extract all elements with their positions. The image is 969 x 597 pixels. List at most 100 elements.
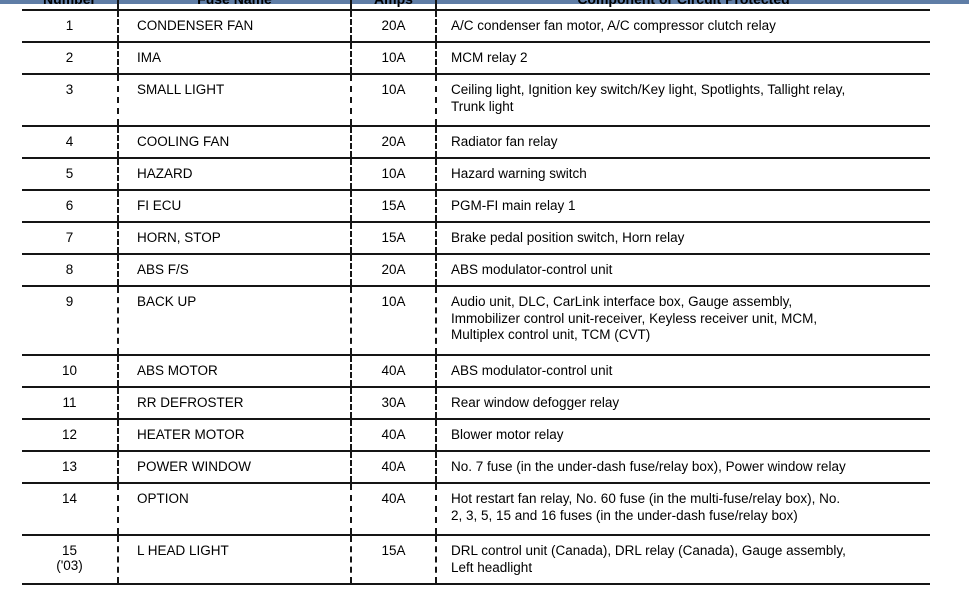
column-header-component: Component or Circuit Protected xyxy=(436,0,930,10)
cell-amps: 20A xyxy=(351,126,437,158)
cell-component-protected: Ceiling light, Ignition key switch/Key l… xyxy=(436,74,930,126)
cell-component-protected: Hazard warning switch xyxy=(436,158,930,190)
table-row: 10 ABS MOTOR 40A ABS modulator-control unit xyxy=(22,355,930,387)
cell-fuse-number: 4 xyxy=(22,126,119,158)
cell-fuse-name: ABS MOTOR xyxy=(118,355,352,387)
fuse-name-value: CONDENSER FAN xyxy=(137,18,254,33)
cell-component-protected: ABS modulator-control unit xyxy=(436,355,930,387)
cell-fuse-number: 6 xyxy=(22,190,119,222)
component-description: ABS modulator-control unit xyxy=(437,356,930,380)
amps-value: 15A xyxy=(381,198,406,213)
amps-value: 10A xyxy=(381,82,406,97)
cell-fuse-name: SMALL LIGHT xyxy=(118,74,352,126)
table-row: 15 ('03) L HEAD LIGHT 15A DRL control unit (… xyxy=(22,535,930,584)
amps-value: 20A xyxy=(381,262,406,277)
cell-fuse-number: 14 xyxy=(22,483,119,535)
component-description: DRL control unit (Canada), DRL relay (Ca… xyxy=(437,536,930,576)
cell-component-protected: No. 7 fuse (in the under-dash fuse/relay… xyxy=(436,451,930,483)
cell-amps: 15A xyxy=(351,535,437,584)
component-description-line: MCM relay 2 xyxy=(451,50,528,65)
component-description: Hazard warning switch xyxy=(437,159,930,183)
cell-component-protected: Radiator fan relay xyxy=(436,126,930,158)
component-description: Audio unit, DLC, CarLink interface box, … xyxy=(437,287,930,344)
component-description: MCM relay 2 xyxy=(437,43,930,67)
component-description-line: Immobilizer control unit-receiver, Keyle… xyxy=(451,310,818,326)
cell-component-protected: MCM relay 2 xyxy=(436,42,930,74)
amps-value: 20A xyxy=(381,18,406,33)
cell-fuse-name: HEATER MOTOR xyxy=(118,419,352,451)
component-description-line: Hot restart fan relay, No. 60 fuse (in t… xyxy=(451,491,841,506)
table-header: Number Fuse Name Amps Component or Circu… xyxy=(22,0,930,10)
cell-component-protected: ABS modulator-control unit xyxy=(436,254,930,286)
component-description-line: 2, 3, 5, 15 and 16 fuses (in the under-d… xyxy=(451,507,798,523)
cell-fuse-number: 10 xyxy=(22,355,119,387)
component-description-line: Rear window defogger relay xyxy=(451,395,620,410)
cell-fuse-name: CONDENSER FAN xyxy=(118,10,352,42)
fuse-number-value: 13 xyxy=(61,459,78,474)
cell-fuse-name: POWER WINDOW xyxy=(118,451,352,483)
component-description: Radiator fan relay xyxy=(437,127,930,151)
component-description-line: Radiator fan relay xyxy=(451,134,558,149)
cell-amps: 10A xyxy=(351,42,437,74)
cell-component-protected: DRL control unit (Canada), DRL relay (Ca… xyxy=(436,535,930,584)
cell-fuse-name: OPTION xyxy=(118,483,352,535)
table-row: 1 CONDENSER FAN 20A A/C condenser fan motor… xyxy=(22,10,930,42)
cell-amps: 10A xyxy=(351,158,437,190)
cell-fuse-name: IMA xyxy=(118,42,352,74)
table-row: 4 COOLING FAN 20A Radiator fan relay xyxy=(22,126,930,158)
cell-amps: 40A xyxy=(351,355,437,387)
component-description-line: Brake pedal position switch, Horn relay xyxy=(451,230,685,245)
amps-value: 20A xyxy=(381,134,406,149)
cell-component-protected: A/C condenser fan motor, A/C compressor … xyxy=(436,10,930,42)
fuse-name-value: IMA xyxy=(137,50,162,65)
table-row: 9 BACK UP 10A Audio unit, DLC, CarLink inte… xyxy=(22,286,930,355)
fuse-number-value: 10 xyxy=(61,363,78,378)
component-description: Ceiling light, Ignition key switch/Key l… xyxy=(437,75,930,115)
table-header-row: Number Fuse Name Amps Component or Circu… xyxy=(22,0,930,10)
amps-value: 40A xyxy=(381,459,406,474)
fuse-name-value: POWER WINDOW xyxy=(137,459,251,474)
cell-amps: 20A xyxy=(351,254,437,286)
cell-component-protected: Hot restart fan relay, No. 60 fuse (in t… xyxy=(436,483,930,535)
cell-fuse-number: 15 ('03) xyxy=(22,535,119,584)
component-description-line: PGM-FI main relay 1 xyxy=(451,198,576,213)
cell-component-protected: Audio unit, DLC, CarLink interface box, … xyxy=(436,286,930,355)
component-description-line: Audio unit, DLC, CarLink interface box, … xyxy=(451,294,793,309)
cell-fuse-number: 2 xyxy=(22,42,119,74)
column-header-number-label: Number xyxy=(22,0,116,9)
table-row: 12 HEATER MOTOR 40A Blower motor relay xyxy=(22,419,930,451)
table-row: 14 OPTION 40A Hot restart fan relay, No. 60… xyxy=(22,483,930,535)
cell-component-protected: Rear window defogger relay xyxy=(436,387,930,419)
fuse-number-value: 5 xyxy=(65,166,74,181)
amps-value: 40A xyxy=(381,427,406,442)
cell-fuse-name: ABS F/S xyxy=(118,254,352,286)
fuse-number-value: 15 xyxy=(61,543,78,558)
component-description: PGM-FI main relay 1 xyxy=(437,191,930,215)
fuse-number-value: 9 xyxy=(65,294,74,309)
table-row: 8 ABS F/S 20A ABS modulator-control unit xyxy=(22,254,930,286)
component-description-line: No. 7 fuse (in the under-dash fuse/relay… xyxy=(451,459,846,474)
cell-amps: 40A xyxy=(351,451,437,483)
table-row: 3 SMALL LIGHT 10A Ceiling light, Ignition k… xyxy=(22,74,930,126)
cell-fuse-number: 1 xyxy=(22,10,119,42)
column-header-number: Number xyxy=(22,0,119,10)
table-row: 13 POWER WINDOW 40A No. 7 fuse (in the unde… xyxy=(22,451,930,483)
table-row: 2 IMA 10A MCM relay 2 xyxy=(22,42,930,74)
column-header-fuse-name-label: Fuse Name xyxy=(119,0,349,9)
cell-amps: 15A xyxy=(351,222,437,254)
cell-amps: 40A xyxy=(351,419,437,451)
amps-value: 10A xyxy=(381,166,406,181)
fuse-name-value: HAZARD xyxy=(137,166,193,181)
amps-value: 15A xyxy=(381,230,406,245)
cell-fuse-number: 8 xyxy=(22,254,119,286)
amps-value: 40A xyxy=(381,363,406,378)
fuse-name-value: ABS F/S xyxy=(137,262,189,277)
cell-component-protected: PGM-FI main relay 1 xyxy=(436,190,930,222)
cell-fuse-number: 11 xyxy=(22,387,119,419)
top-color-band xyxy=(0,0,969,4)
component-description: No. 7 fuse (in the under-dash fuse/relay… xyxy=(437,452,930,476)
table-row: 7 HORN, STOP 15A Brake pedal position switc… xyxy=(22,222,930,254)
fuse-number-value: 7 xyxy=(65,230,74,245)
fuse-name-value: OPTION xyxy=(137,491,189,506)
cell-amps: 10A xyxy=(351,74,437,126)
